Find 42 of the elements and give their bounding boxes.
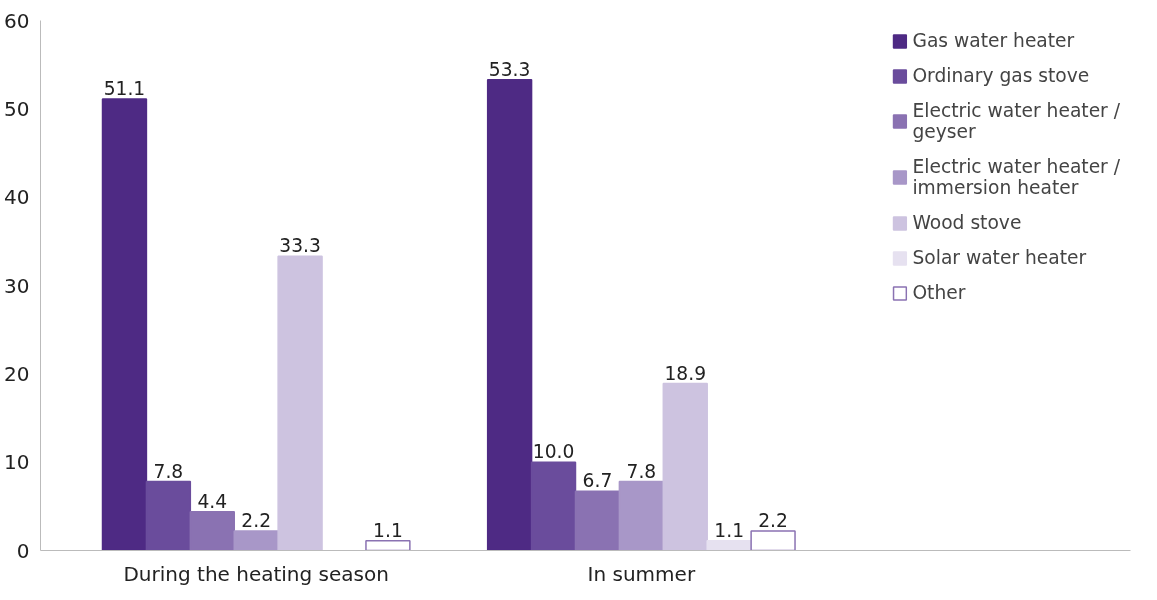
data-label: 6.7 <box>582 470 613 492</box>
bar <box>530 461 577 551</box>
bar <box>662 382 708 551</box>
bar <box>750 530 796 551</box>
legend-label: Other <box>912 282 966 303</box>
legend-label: Gas water heater <box>912 30 1075 51</box>
data-label: 10.0 <box>532 441 575 463</box>
y-tick-label: 30 <box>4 273 30 298</box>
bar <box>145 480 192 551</box>
data-label: 7.8 <box>153 460 184 482</box>
data-label: 53.3 <box>488 58 531 80</box>
bar <box>706 540 752 551</box>
bar <box>101 98 148 551</box>
data-label: 33.3 <box>279 235 321 257</box>
x-tick-label: In summer <box>587 561 696 586</box>
legend-label: Wood stove <box>912 212 1022 233</box>
y-tick-label: 20 <box>4 361 30 386</box>
data-label: 2.2 <box>241 510 272 532</box>
bar <box>277 255 323 551</box>
data-label: 4.4 <box>197 490 228 512</box>
bar <box>618 480 665 551</box>
legend-label: Electric water heater / immersion heater <box>912 156 1120 198</box>
bar <box>486 78 533 551</box>
data-label: 51.1 <box>103 78 146 100</box>
legend-label: Solar water heater <box>912 247 1087 268</box>
bar <box>574 490 621 551</box>
data-label: 2.2 <box>758 510 788 532</box>
y-tick-label: 50 <box>4 96 30 121</box>
y-tick-label: 0 <box>16 538 30 563</box>
y-tick-label: 60 <box>4 8 30 33</box>
bar <box>233 530 279 551</box>
legend-label: Ordinary gas stove <box>912 65 1090 86</box>
data-label: 7.8 <box>626 460 657 482</box>
bar <box>189 510 235 551</box>
legend-label: Electric water heater / geyser <box>912 100 1120 142</box>
data-label: 18.9 <box>664 362 707 384</box>
x-tick-label: During the heating season <box>123 561 389 586</box>
bar <box>365 540 411 551</box>
data-label: 1.1 <box>373 519 403 541</box>
y-tick-label: 40 <box>4 185 30 210</box>
data-label: 1.1 <box>714 519 744 541</box>
y-tick-label: 10 <box>4 450 30 475</box>
